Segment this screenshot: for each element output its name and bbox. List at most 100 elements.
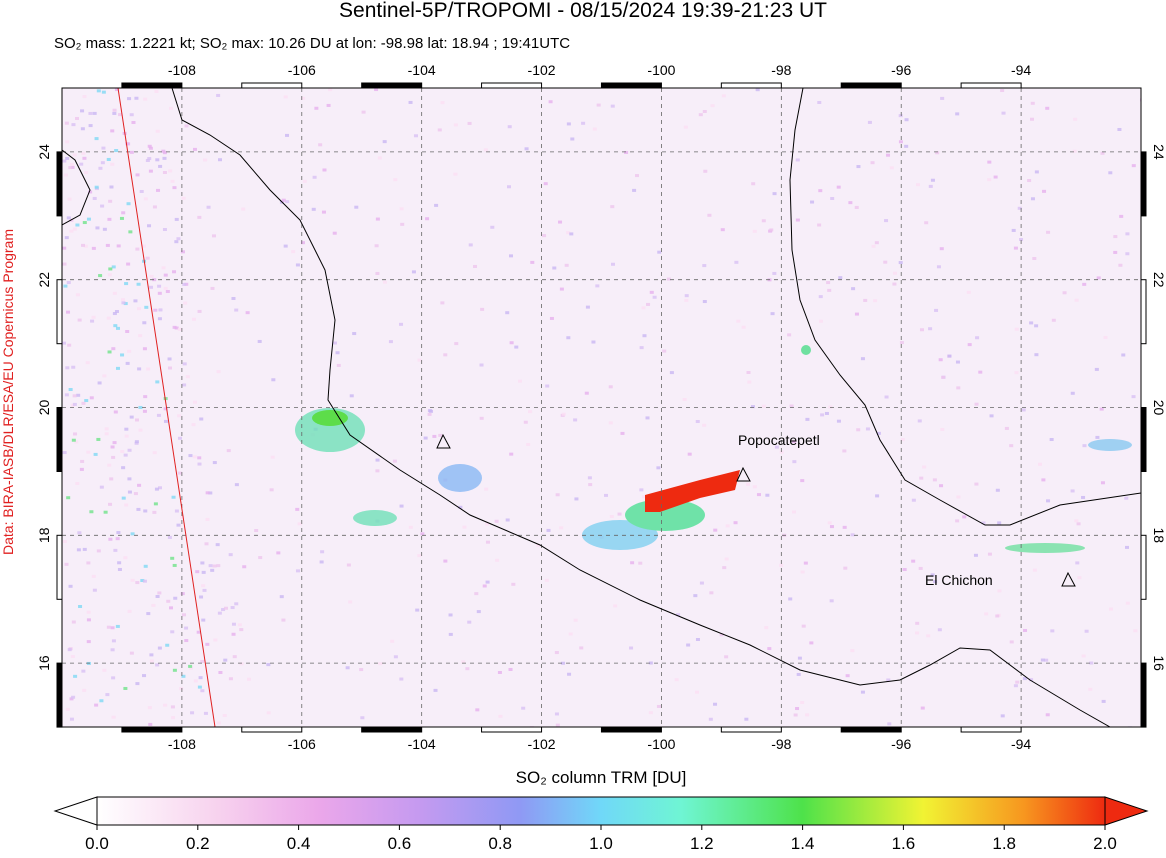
- noise-pixel: [167, 535, 172, 539]
- noise-pixel: [851, 287, 856, 291]
- noise-pixel: [81, 669, 86, 673]
- noise-pixel: [523, 420, 528, 424]
- noise-pixel: [64, 236, 69, 240]
- noise-pixel: [110, 648, 115, 652]
- noise-pixel: [817, 100, 822, 104]
- noise-pixel: [143, 197, 148, 201]
- noise-pixel: [937, 628, 942, 632]
- noise-pixel: [106, 316, 111, 320]
- volcano-label: Popocatepetl: [738, 432, 820, 448]
- lat-tick-label: 22: [1151, 272, 1166, 288]
- noise-pixel: [915, 631, 920, 635]
- noise-pixel: [107, 463, 112, 467]
- noise-pixel: [1119, 214, 1124, 218]
- lon-tick-label: -100: [647, 62, 675, 78]
- noise-pixel: [217, 611, 222, 615]
- noise-pixel: [302, 179, 307, 183]
- noise-pixel: [767, 647, 772, 651]
- noise-pixel: [719, 633, 724, 637]
- noise-pixel: [205, 491, 210, 495]
- noise-pixel: [107, 217, 112, 221]
- subtitle: SO₂ mass: 1.2221 kt; SO₂ max: 10.26 DU a…: [54, 35, 570, 52]
- noise-pixel: [231, 622, 236, 626]
- noise-pixel: [662, 349, 667, 353]
- noise-pixel: [96, 549, 101, 553]
- noise-pixel: [375, 271, 380, 275]
- noise-pixel: [967, 343, 972, 347]
- noise-pixel: [924, 221, 929, 225]
- noise-pixel: [511, 582, 516, 586]
- noise-pixel: [129, 150, 134, 154]
- noise-pixel: [121, 298, 126, 302]
- noise-pixel: [828, 405, 833, 409]
- noise-pixel: [684, 298, 689, 302]
- noise-pixel: [173, 596, 178, 600]
- noise-pixel: [328, 88, 333, 92]
- noise-pixel: [746, 482, 751, 486]
- noise-pixel: [1074, 298, 1079, 302]
- noise-pixel: [109, 477, 114, 481]
- noise-pixel: [98, 274, 103, 278]
- noise-pixel: [126, 262, 131, 266]
- noise-pixel: [198, 676, 203, 680]
- noise-pixel: [100, 204, 105, 208]
- noise-pixel: [886, 678, 891, 682]
- lat-tick-label: 20: [36, 400, 52, 416]
- noise-pixel: [399, 677, 404, 681]
- noise-pixel: [266, 711, 271, 715]
- noise-pixel: [555, 723, 560, 727]
- colorbar-tick-label: 0.0: [85, 834, 109, 853]
- noise-pixel: [1118, 263, 1123, 267]
- noise-pixel: [818, 189, 823, 193]
- noise-pixel: [157, 591, 162, 595]
- noise-pixel: [79, 162, 84, 166]
- noise-pixel: [800, 570, 805, 574]
- noise-pixel: [779, 450, 784, 454]
- noise-pixel: [827, 521, 832, 525]
- noise-pixel: [649, 290, 654, 294]
- noise-pixel: [152, 278, 157, 282]
- noise-pixel: [1077, 576, 1082, 580]
- noise-pixel: [702, 109, 707, 113]
- noise-pixel: [634, 174, 639, 178]
- noise-pixel: [467, 620, 472, 624]
- lon-tick-label: -96: [891, 62, 911, 78]
- noise-pixel: [911, 498, 916, 502]
- noise-pixel: [203, 711, 208, 715]
- noise-pixel: [544, 578, 549, 582]
- noise-pixel: [1094, 367, 1099, 371]
- noise-pixel: [1100, 481, 1105, 485]
- noise-pixel: [928, 184, 933, 188]
- noise-pixel: [88, 190, 93, 194]
- noise-pixel: [234, 483, 239, 487]
- noise-pixel: [155, 129, 160, 133]
- noise-pixel: [570, 137, 575, 141]
- noise-pixel: [842, 525, 847, 529]
- noise-pixel: [179, 687, 184, 691]
- noise-pixel: [174, 326, 179, 330]
- noise-pixel: [136, 282, 141, 286]
- noise-pixel: [295, 263, 300, 267]
- noise-pixel: [433, 688, 438, 692]
- noise-pixel: [468, 243, 473, 247]
- noise-pixel: [221, 608, 226, 612]
- gulf-coastline: [789, 88, 1141, 526]
- noise-pixel: [228, 677, 233, 681]
- noise-pixel: [889, 166, 894, 170]
- noise-pixel: [1133, 629, 1138, 633]
- noise-pixel: [111, 455, 116, 459]
- noise-pixel: [1032, 568, 1037, 572]
- noise-pixel: [66, 496, 71, 500]
- noise-pixel: [875, 494, 880, 498]
- lon-tick-label: -104: [408, 736, 436, 752]
- noise-pixel: [769, 228, 774, 232]
- noise-pixel: [933, 580, 938, 584]
- noise-pixel: [192, 400, 197, 404]
- noise-pixel: [64, 393, 69, 397]
- noise-pixel: [149, 285, 154, 289]
- noise-pixel: [63, 284, 68, 288]
- noise-pixel: [695, 637, 700, 641]
- noise-pixel: [900, 438, 905, 442]
- noise-pixel: [779, 563, 784, 567]
- noise-pixel: [591, 340, 596, 344]
